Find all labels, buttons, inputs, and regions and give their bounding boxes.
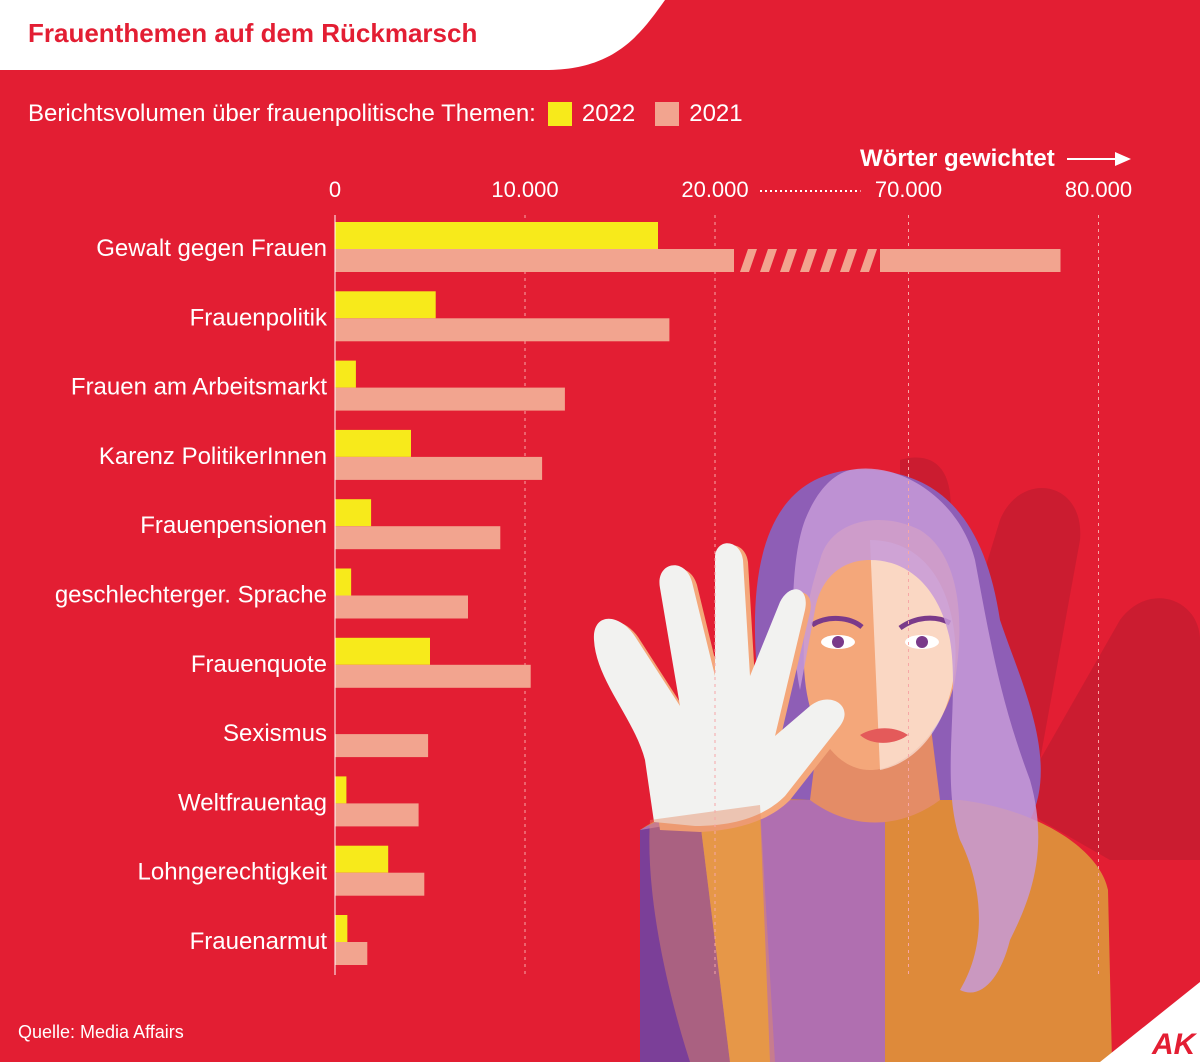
legend: Berichtsvolumen über frauenpolitische Th… <box>28 100 751 128</box>
source-note: Quelle: Media Affairs <box>18 1022 184 1042</box>
category-label-0: Gewalt gegen Frauen <box>96 235 327 262</box>
category-label-7: Sexismus <box>223 720 327 747</box>
bar-2022-2 <box>335 360 356 388</box>
tick-label-2: 20.000 <box>681 177 748 202</box>
bar-break-stripe-1 <box>760 249 777 272</box>
category-label-10: Frauenarmut <box>190 928 328 955</box>
tick-label-0: 0 <box>329 177 341 202</box>
bar-break-stripe-5 <box>840 249 857 272</box>
bar-2021-4 <box>335 526 501 550</box>
bar-2021-7 <box>335 734 429 758</box>
category-label-2: Frauen am Arbeitsmarkt <box>71 374 327 401</box>
bar-2022-4 <box>335 499 372 527</box>
bar-2022-9 <box>335 845 389 873</box>
bar-break-stripe-0 <box>740 249 757 272</box>
legend-label-2021: 2021 <box>689 100 743 127</box>
legend-label-2022: 2022 <box>581 100 636 127</box>
ak-logo: AK <box>1100 982 1200 1062</box>
ak-logo-text: AK <box>1151 1028 1198 1061</box>
legend-swatch-2021 <box>655 102 680 126</box>
bar-2022-1 <box>335 291 436 319</box>
tick-label-1: 10.000 <box>491 177 558 202</box>
page-title: Frauenthemen auf dem Rückmarsch <box>28 18 478 48</box>
bar-2021-8 <box>335 803 419 827</box>
legend-intro: Berichtsvolumen über frauenpolitische Th… <box>28 100 536 127</box>
category-label-5: geschlechterger. Sprache <box>55 582 327 609</box>
tick-label-3: 70.000 <box>875 177 942 202</box>
bar-2022-6 <box>335 637 430 665</box>
bar-2022-0 <box>335 222 658 249</box>
bar-2021-9 <box>335 872 425 896</box>
category-label-1: Frauenpolitik <box>190 304 328 331</box>
legend-swatch-2022 <box>547 102 572 126</box>
tick-label-4: 80.000 <box>1065 177 1132 202</box>
bar-2021-0 <box>335 249 1061 272</box>
title-banner <box>0 0 665 70</box>
bar-2021-1 <box>335 318 670 342</box>
bar-break-stripe-4 <box>820 249 837 272</box>
bar-break-stripe-3 <box>800 249 817 272</box>
category-label-9: Lohngerechtigkeit <box>138 859 328 886</box>
bar-2021-6 <box>335 664 531 688</box>
axis-unit: Wörter gewichtet <box>860 145 1135 173</box>
bar-2022-5 <box>335 568 352 596</box>
bar-2021-3 <box>335 456 543 480</box>
bar-break-stripe-6 <box>860 249 877 272</box>
category-label-4: Frauenpensionen <box>140 512 327 539</box>
bar-2022-8 <box>335 776 347 804</box>
arrow-right-icon <box>1066 152 1131 166</box>
bar-2022-10 <box>335 915 348 942</box>
category-label-3: Karenz PolitikerInnen <box>99 443 327 470</box>
bar-2021-10 <box>335 942 368 965</box>
category-label-8: Weltfrauentag <box>178 789 327 816</box>
bar-2021-5 <box>335 595 468 619</box>
axis-unit-label: Wörter gewichtet <box>860 145 1055 172</box>
category-label-6: Frauenquote <box>191 651 327 678</box>
bar-break-stripe-2 <box>780 249 797 272</box>
bar-2021-2 <box>335 387 565 411</box>
bar-2022-3 <box>335 429 411 457</box>
